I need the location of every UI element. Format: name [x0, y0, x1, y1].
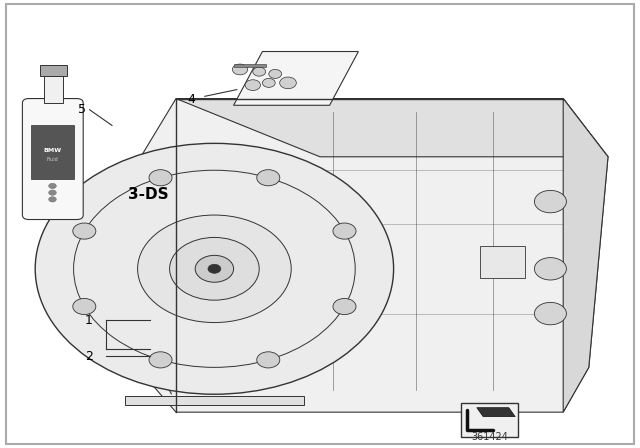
Polygon shape [122, 99, 608, 412]
Circle shape [245, 80, 260, 90]
Circle shape [195, 255, 234, 282]
Circle shape [269, 69, 282, 78]
Circle shape [49, 190, 56, 195]
Circle shape [253, 67, 266, 76]
Polygon shape [477, 408, 515, 417]
Polygon shape [563, 99, 608, 412]
Circle shape [35, 143, 394, 394]
Circle shape [149, 170, 172, 186]
Text: 1: 1 [85, 314, 93, 327]
Circle shape [170, 237, 259, 300]
Bar [234, 64, 266, 67]
Text: BMW: BMW [44, 147, 61, 153]
Circle shape [333, 298, 356, 314]
Circle shape [257, 352, 280, 368]
Circle shape [534, 302, 566, 325]
Text: 5: 5 [79, 103, 86, 116]
Circle shape [257, 170, 280, 186]
Circle shape [73, 298, 96, 314]
Circle shape [49, 197, 56, 202]
Circle shape [149, 352, 172, 368]
Circle shape [232, 64, 248, 75]
FancyBboxPatch shape [22, 99, 83, 220]
Text: Fluid: Fluid [47, 156, 58, 162]
Circle shape [534, 190, 566, 213]
Circle shape [138, 215, 291, 323]
Circle shape [262, 78, 275, 87]
Text: 361424: 361424 [471, 432, 508, 442]
Polygon shape [176, 99, 608, 157]
Circle shape [333, 223, 356, 239]
Text: 4: 4 [188, 93, 195, 106]
Circle shape [534, 258, 566, 280]
Text: 3-DS: 3-DS [128, 187, 168, 202]
Bar [44, 76, 63, 103]
Circle shape [49, 183, 56, 189]
Text: 2: 2 [85, 349, 93, 363]
Bar [31, 125, 74, 179]
Bar [461, 403, 518, 437]
Polygon shape [480, 246, 525, 278]
Circle shape [208, 264, 221, 273]
Circle shape [280, 77, 296, 89]
Polygon shape [234, 52, 358, 105]
Bar [40, 65, 67, 76]
Circle shape [73, 223, 96, 239]
Polygon shape [125, 396, 304, 405]
